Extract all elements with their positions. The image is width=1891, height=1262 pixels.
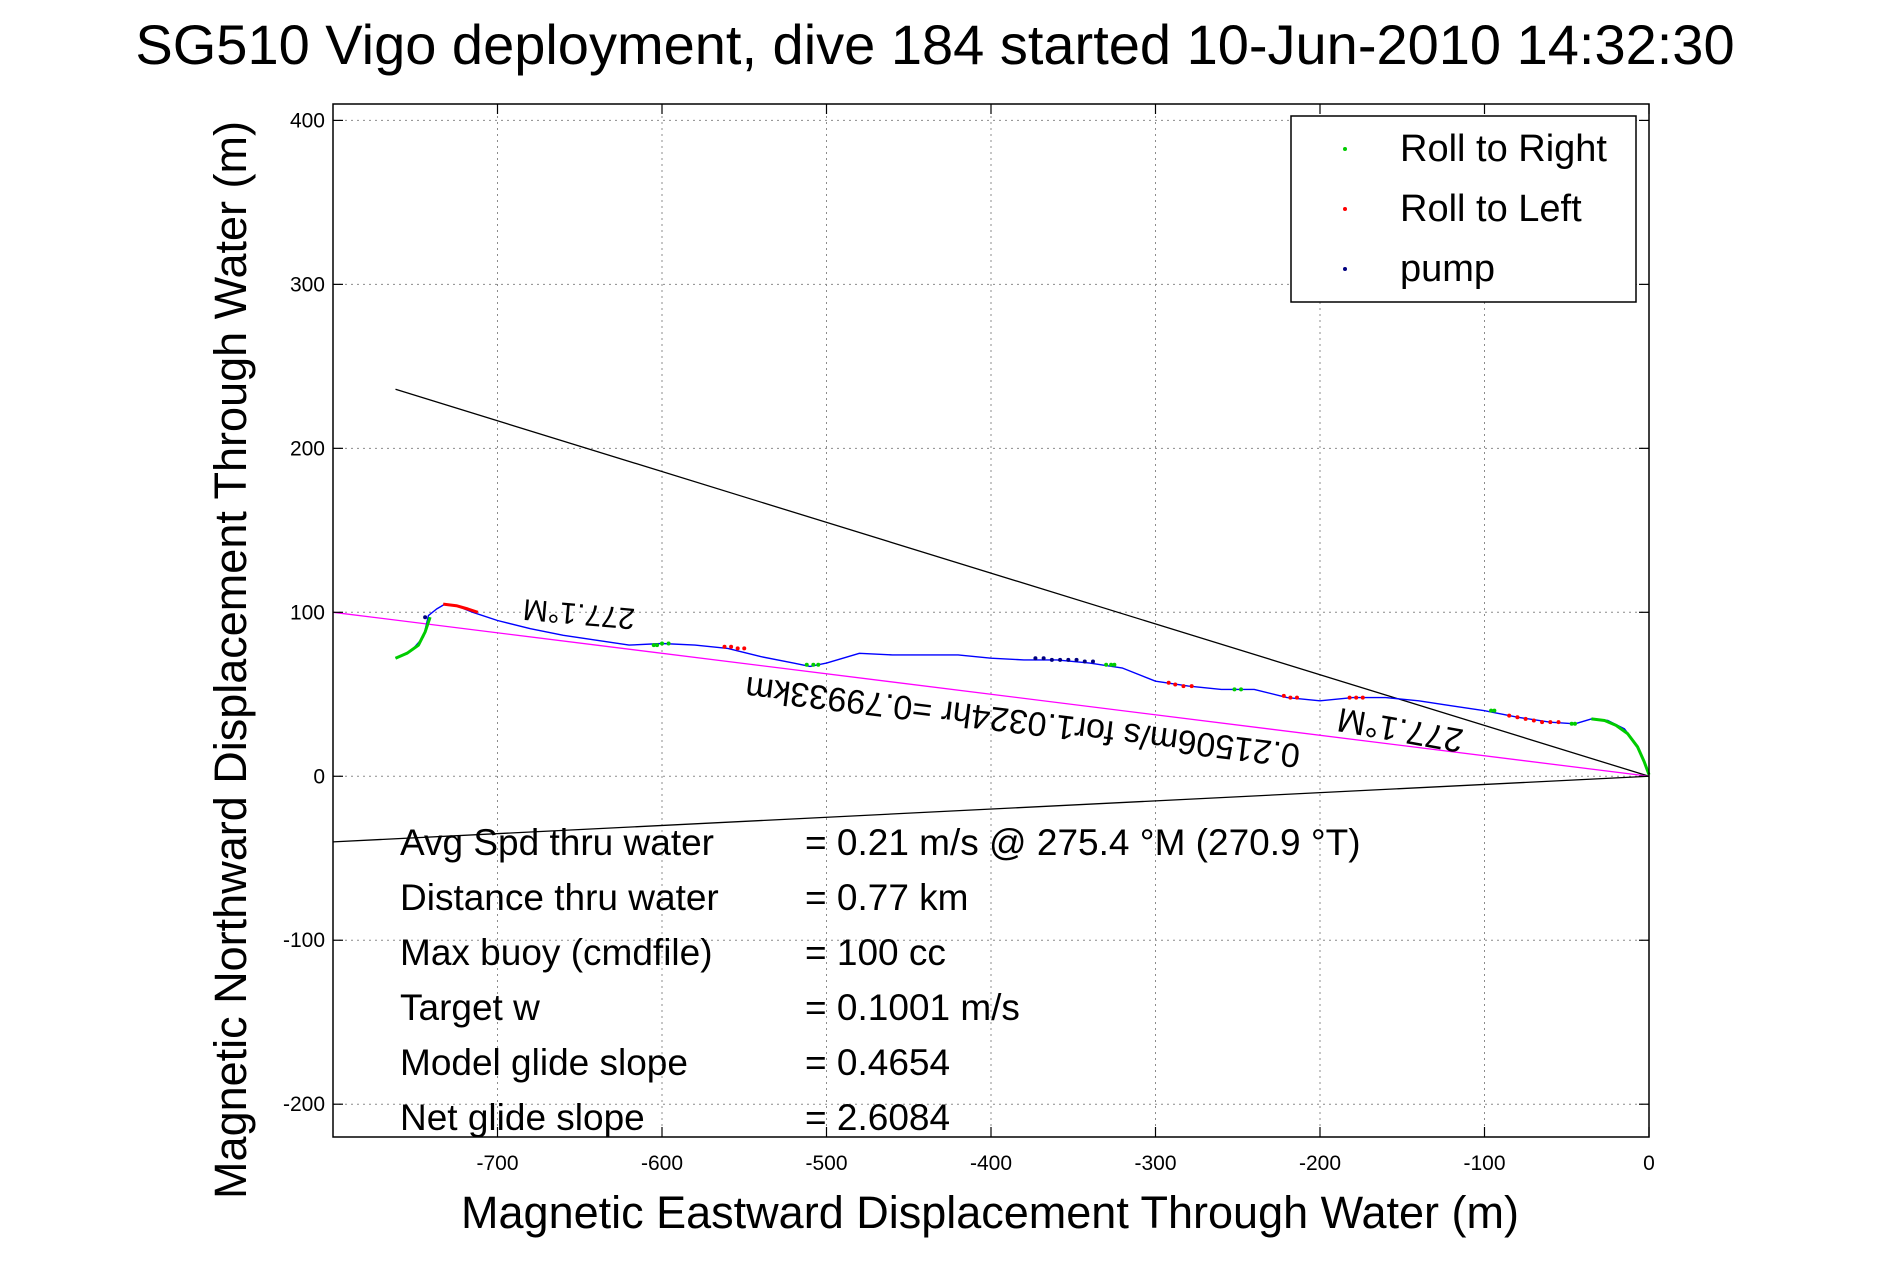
data-point: [1166, 680, 1171, 685]
y-tick-label: 0: [313, 765, 325, 788]
series-line: [394, 616, 432, 660]
data-point: [1082, 659, 1087, 664]
legend-marker: [1343, 207, 1347, 211]
data-point: [1489, 708, 1494, 713]
series-group: [394, 602, 1651, 776]
data-point: [1066, 657, 1071, 662]
data-point: [1074, 657, 1079, 662]
legend-label: pump: [1400, 248, 1495, 290]
stats-block: Avg Spd thru water = 0.21 m/s @ 275.4 °M …: [400, 822, 1361, 1138]
data-point: [651, 643, 656, 648]
y-tick-label: 200: [290, 437, 325, 460]
data-point: [666, 641, 671, 646]
data-point: [1112, 662, 1117, 667]
chart-title: SG510 Vigo deployment, dive 184 started …: [135, 13, 1734, 76]
stat-value: = 0.21 m/s @ 275.4 °M (270.9 °T): [805, 822, 1361, 863]
legend-label: Roll to Left: [1400, 188, 1582, 230]
x-tick-label: -300: [1134, 1152, 1176, 1175]
data-point: [1189, 684, 1194, 689]
stat-value: = 0.1001 m/s: [805, 987, 1020, 1028]
series-line: [443, 602, 479, 614]
data-point: [816, 662, 821, 667]
x-tick-label: -700: [476, 1152, 518, 1175]
data-point: [1090, 659, 1095, 664]
stat-label: Avg Spd thru water: [400, 822, 714, 863]
x-tick-label: 0: [1643, 1152, 1655, 1175]
legend-box: [1290, 115, 1637, 303]
x-tick-label: -100: [1463, 1152, 1505, 1175]
reference-line: [332, 611, 1650, 777]
stat-value: = 0.77 km: [805, 877, 969, 918]
data-point: [1288, 695, 1293, 700]
data-point: [1232, 687, 1237, 692]
data-point: [1239, 687, 1244, 692]
data-point: [1515, 715, 1520, 720]
data-point: [1523, 716, 1528, 721]
data-point: [1109, 662, 1114, 667]
x-tick-label: -500: [805, 1152, 847, 1175]
data-point: [1173, 682, 1178, 687]
legend: Roll to Right Roll to Left pump: [1290, 115, 1637, 303]
data-point: [735, 646, 740, 651]
data-point: [1569, 721, 1574, 726]
y-axis-label: Magnetic Northward Displacement Through …: [205, 121, 256, 1199]
y-tick-label: 100: [290, 601, 325, 624]
reference-lines: [332, 388, 1650, 843]
data-point: [729, 644, 734, 649]
data-point: [804, 662, 809, 667]
series-line: [395, 603, 1650, 775]
x-tick-label: -200: [1299, 1152, 1341, 1175]
data-point: [1540, 720, 1545, 725]
data-point: [1354, 695, 1359, 700]
legend-label: Roll to Right: [1400, 128, 1607, 170]
data-point: [1033, 656, 1038, 661]
x-tick-label: -400: [970, 1152, 1012, 1175]
y-tick-label: 400: [290, 109, 325, 132]
data-point: [1347, 695, 1352, 700]
data-point: [1104, 662, 1109, 667]
reference-line: [395, 388, 1650, 777]
marker-group: [423, 615, 1577, 726]
data-point: [1281, 693, 1286, 698]
x-tick-label: -600: [641, 1152, 683, 1175]
data-point: [1507, 713, 1512, 718]
stat-label: Distance thru water: [400, 877, 719, 918]
data-point: [1181, 684, 1186, 689]
data-point: [811, 662, 816, 667]
y-tick-label: 300: [290, 273, 325, 296]
data-point: [423, 615, 428, 620]
stat-label: Target w: [400, 987, 540, 1028]
stat-label: Model glide slope: [400, 1042, 688, 1083]
data-point: [1294, 695, 1299, 700]
data-point: [722, 644, 727, 649]
legend-marker: [1343, 147, 1347, 151]
data-point: [655, 643, 660, 648]
series-line: [1591, 717, 1651, 776]
y-tick-label: -200: [283, 1093, 325, 1116]
data-point: [1492, 708, 1497, 713]
data-point: [1041, 656, 1046, 661]
data-point: [1548, 720, 1553, 725]
data-point: [1058, 657, 1063, 662]
data-point: [1049, 657, 1054, 662]
data-point: [1360, 695, 1365, 700]
stat-label: Max buoy (cmdfile): [400, 932, 713, 973]
stat-value: = 0.4654: [805, 1042, 950, 1083]
stat-value: = 100 cc: [805, 932, 946, 973]
data-point: [1556, 720, 1561, 725]
legend-marker: [1343, 267, 1347, 271]
data-point: [1531, 718, 1536, 723]
stat-label: Net glide slope: [400, 1097, 645, 1138]
reference-line: [332, 775, 1650, 843]
x-axis-label: Magnetic Eastward Displacement Through W…: [461, 1187, 1519, 1238]
y-tick-label: -100: [283, 929, 325, 952]
data-point: [742, 646, 747, 651]
axis-ticks: -700 -600 -500 -400 -300 -200 -100 0 -200 -100 0 10…: [283, 104, 1655, 1175]
stat-value: = 2.6084: [805, 1097, 950, 1138]
data-point: [660, 641, 664, 646]
data-point: [1572, 721, 1577, 726]
